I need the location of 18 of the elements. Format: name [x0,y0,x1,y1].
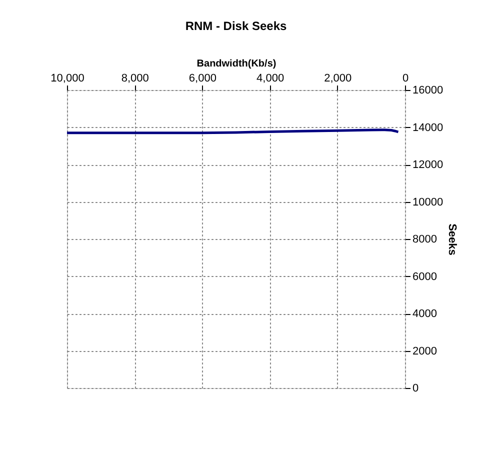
x-tick-label: 8,000 [121,72,149,84]
y-axis-title: Seeks [446,224,458,256]
x-tick-label: 0 [402,72,409,84]
y-tick-label: 6000 [412,270,437,283]
y-tick-label: 16000 [412,84,444,96]
chart-title: RNM - Disk Seeks [185,19,288,33]
x-axis-title: Bandwidth(Kb/s) [196,58,276,70]
y-tick-label: 12000 [412,159,444,171]
x-tick-label: 10,000 [50,72,84,84]
x-tick-label: 2,000 [324,72,352,84]
y-tick-label: 14000 [412,122,444,134]
y-tick-label: 4000 [412,308,437,320]
x-tick-label: 6,000 [188,72,216,84]
y-tick-label: 8000 [412,234,437,246]
y-tick-label: 0 [412,382,419,394]
y-tick-label: 10000 [412,196,444,208]
x-tick-label: 4,000 [256,72,284,84]
y-tick-label: 2000 [412,345,437,358]
